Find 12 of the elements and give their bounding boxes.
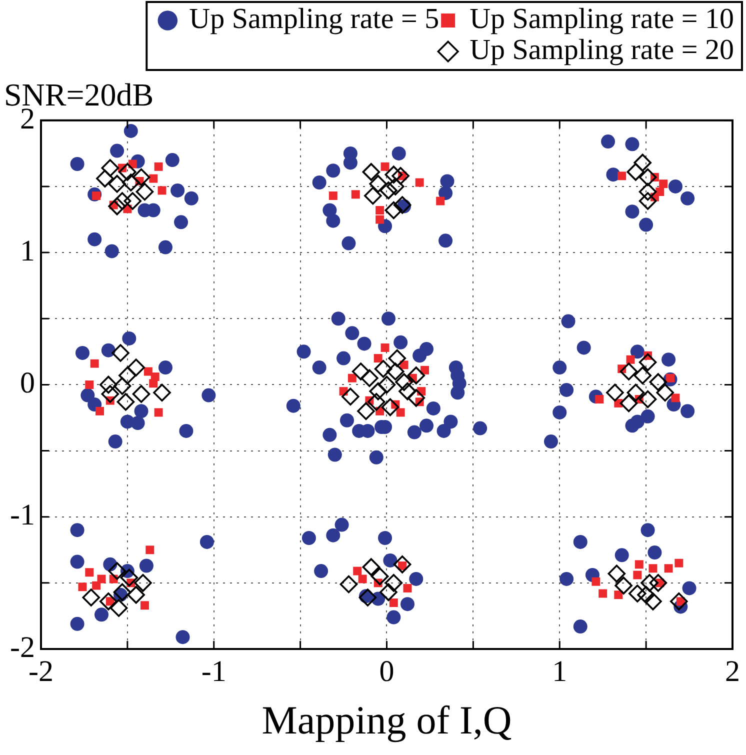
x-tick-label: 0 bbox=[379, 654, 394, 688]
x-tick-label: 2 bbox=[725, 654, 740, 688]
legend-label: Up Sampling rate = 10 bbox=[470, 3, 734, 36]
y-tick-label: 1 bbox=[20, 234, 35, 268]
x-tick-label: -1 bbox=[201, 654, 226, 688]
y-tick-label: -2 bbox=[10, 630, 35, 664]
y-tick-label: 0 bbox=[20, 366, 35, 400]
legend-label: Up Sampling rate = 20 bbox=[470, 34, 734, 66]
legend-label: Up Sampling rate = 5 bbox=[189, 3, 440, 36]
x-axis-title: Mapping of I,Q bbox=[262, 698, 512, 742]
y-tick-label: -1 bbox=[10, 498, 35, 532]
x-tick-label: 1 bbox=[552, 654, 568, 688]
